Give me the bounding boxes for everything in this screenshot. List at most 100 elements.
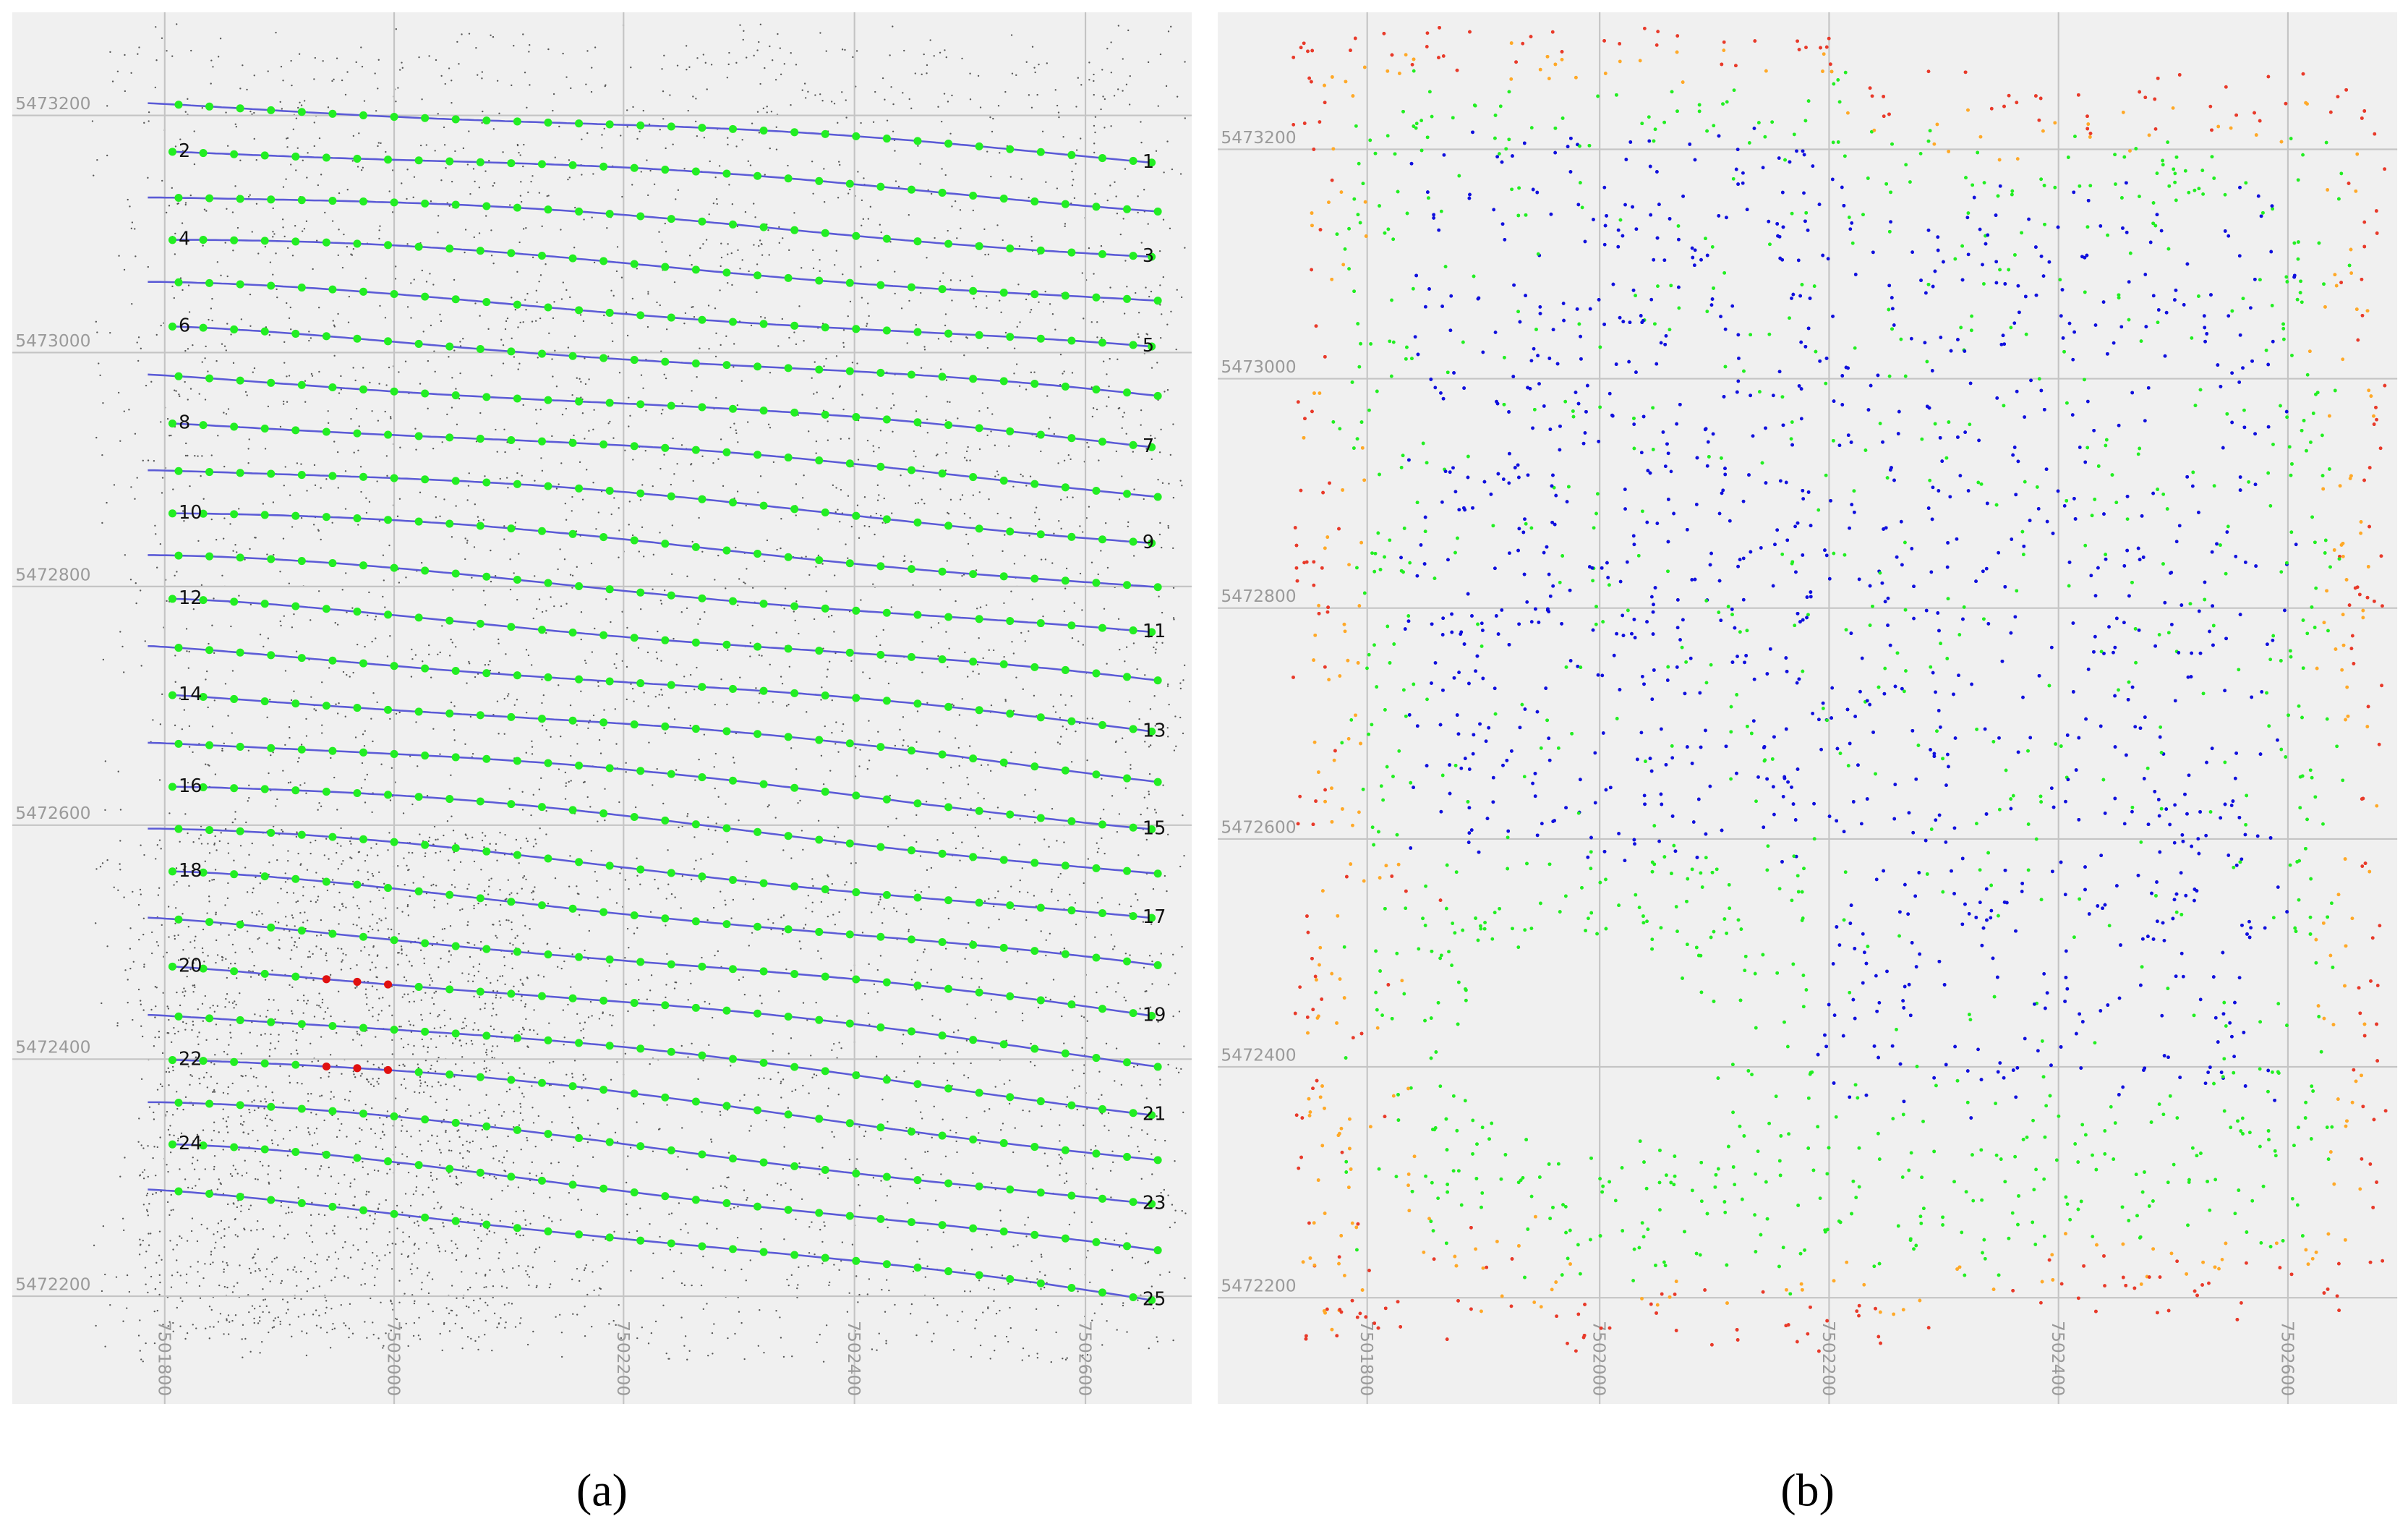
point [205, 210, 208, 212]
point [1086, 718, 1088, 720]
point [466, 1140, 468, 1143]
point [397, 864, 399, 867]
point [605, 979, 607, 982]
point [565, 407, 568, 410]
point [217, 435, 219, 437]
point [1125, 646, 1128, 648]
point [213, 878, 215, 881]
point [829, 1281, 831, 1284]
point [336, 1136, 338, 1138]
point [1164, 874, 1166, 877]
point [783, 608, 785, 610]
point [646, 159, 648, 161]
point [188, 311, 191, 313]
point [610, 1078, 612, 1081]
point [408, 1235, 411, 1238]
point [346, 1136, 348, 1138]
point [391, 169, 394, 171]
point [232, 1165, 234, 1167]
point [630, 683, 632, 685]
point [1022, 1109, 1024, 1112]
point [780, 1184, 782, 1186]
point [884, 98, 886, 101]
point [584, 1021, 586, 1023]
point [999, 1209, 1002, 1212]
point [431, 1134, 433, 1136]
point [288, 375, 291, 377]
point [223, 1235, 226, 1237]
point [1025, 485, 1028, 487]
point [864, 1131, 867, 1133]
point [340, 969, 343, 971]
point [468, 883, 470, 885]
point [881, 1099, 884, 1101]
point [731, 284, 733, 286]
point [954, 737, 957, 739]
point [636, 1337, 639, 1340]
point [1140, 1084, 1143, 1086]
point [336, 712, 339, 715]
point [202, 1129, 205, 1131]
point [652, 1150, 654, 1152]
point [733, 343, 735, 345]
point [488, 1230, 491, 1233]
point [665, 147, 667, 150]
point [225, 997, 227, 1000]
point [1079, 525, 1081, 527]
point [1184, 117, 1186, 119]
point [227, 852, 230, 854]
point [839, 163, 841, 166]
point [887, 825, 889, 828]
point [365, 511, 368, 514]
point [249, 948, 251, 950]
point [890, 86, 892, 88]
point [1167, 527, 1169, 529]
point [555, 1316, 557, 1318]
point [841, 730, 843, 733]
point [735, 61, 738, 64]
point [302, 994, 305, 997]
point [370, 847, 372, 849]
point [529, 43, 531, 46]
point [1073, 995, 1076, 997]
point [657, 887, 659, 890]
point [145, 1342, 147, 1345]
point [519, 1234, 521, 1237]
point [1064, 223, 1067, 225]
point [427, 1186, 430, 1188]
point [223, 345, 226, 347]
point [1166, 890, 1168, 893]
point [920, 367, 923, 369]
point [341, 959, 343, 961]
point [388, 1355, 390, 1358]
point [961, 698, 963, 700]
point [104, 1345, 106, 1348]
point [328, 1166, 330, 1169]
point [1167, 736, 1169, 738]
point [910, 561, 913, 563]
point [128, 409, 130, 411]
point [311, 1240, 314, 1243]
point [444, 82, 446, 85]
point [325, 478, 328, 480]
point [1171, 1204, 1174, 1206]
point [490, 255, 493, 257]
point [364, 277, 367, 279]
point [1172, 547, 1174, 550]
point [284, 744, 286, 746]
point [317, 529, 320, 531]
point [937, 655, 939, 657]
point [272, 273, 274, 276]
point [398, 371, 400, 373]
point [1044, 1274, 1046, 1277]
point [259, 1269, 261, 1272]
point [503, 733, 505, 735]
point [184, 1337, 187, 1340]
point [662, 1277, 664, 1280]
point [1130, 764, 1132, 766]
point [445, 1035, 448, 1037]
point [234, 818, 236, 820]
point [375, 1146, 377, 1148]
point [1120, 1084, 1123, 1086]
point [737, 1205, 739, 1208]
